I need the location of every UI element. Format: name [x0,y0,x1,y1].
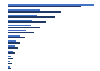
Bar [8,25,31,26]
Bar [8,6,81,7]
Bar [8,9,40,11]
Bar [8,52,15,54]
Bar [8,46,15,47]
Bar [8,27,40,28]
Bar [8,61,10,62]
Bar [8,30,26,31]
Bar [8,63,12,64]
Bar [8,68,11,69]
Bar [8,16,55,18]
Bar [8,66,10,68]
Bar [8,51,13,52]
Bar [8,4,94,6]
Bar [8,56,11,57]
Bar [8,20,32,21]
Bar [8,32,34,33]
Bar [8,40,16,42]
Bar [8,42,20,44]
Bar [8,37,25,38]
Bar [8,22,46,23]
Bar [8,15,37,16]
Bar [8,35,20,37]
Bar [8,11,61,13]
Bar [8,47,18,49]
Bar [8,58,13,59]
